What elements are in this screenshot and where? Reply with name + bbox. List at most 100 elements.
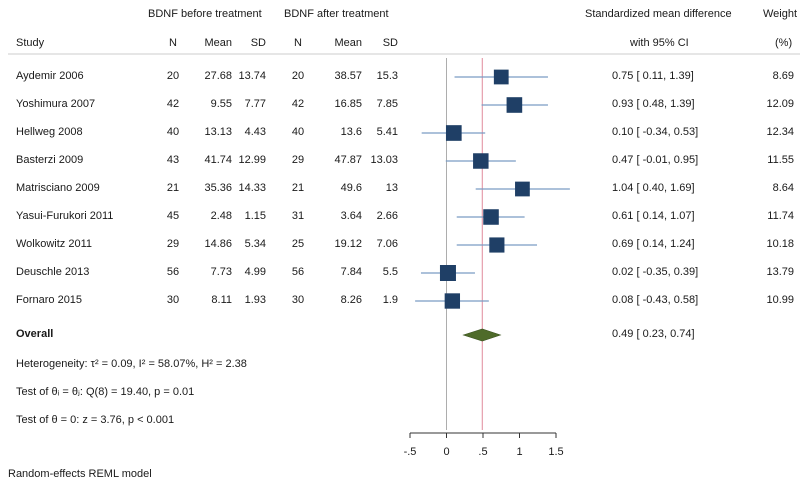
n-after: 20 [291, 70, 305, 82]
study-name: Deuschle 2013 [16, 266, 90, 278]
test-homogeneity-text: Test of θᵢ = θⱼ: Q(8) = 19.40, p = 0.01 [16, 386, 195, 398]
weight: 13.79 [766, 266, 794, 278]
sd-after: 13.03 [370, 154, 398, 166]
study-marker [473, 153, 489, 169]
study-name: Wolkowitz 2011 [16, 238, 93, 250]
header-sd-after: SD [382, 37, 398, 49]
mean-before: 7.73 [210, 266, 232, 278]
n-after: 29 [291, 154, 305, 166]
weight: 12.34 [766, 126, 794, 138]
mean-after: 47.87 [334, 154, 362, 166]
mean-before: 9.55 [210, 98, 232, 110]
sd-after: 15.3 [376, 70, 398, 82]
sd-after: 5.41 [376, 126, 398, 138]
sd-after: 7.85 [376, 98, 398, 110]
mean-after: 49.6 [340, 182, 362, 194]
mean-after: 13.6 [340, 126, 362, 138]
header-weight-line1: Weight [763, 8, 798, 20]
ci-text: 0.69 [ 0.14, 1.24] [612, 238, 695, 250]
sd-after: 1.9 [382, 294, 398, 306]
sd-before: 13.74 [238, 70, 266, 82]
overall-label: Overall [16, 328, 54, 340]
study-marker [439, 265, 456, 281]
n-before: 29 [166, 238, 180, 250]
mean-after: 8.26 [340, 294, 362, 306]
sd-before: 1.15 [244, 210, 266, 222]
x-tick-label: -.5 [403, 446, 417, 458]
study-marker [493, 69, 509, 85]
sd-after: 2.66 [376, 210, 398, 222]
mean-before: 2.48 [210, 210, 232, 222]
n-before: 30 [166, 294, 180, 306]
study-name: Yasui-Furukori 2011 [16, 210, 114, 222]
weight: 12.09 [766, 98, 794, 110]
ci-text: 0.93 [ 0.48, 1.39] [612, 98, 695, 110]
weight: 8.69 [772, 70, 794, 82]
n-before: 56 [166, 266, 180, 278]
n-before: 40 [166, 126, 180, 138]
mean-before: 35.36 [204, 182, 232, 194]
n-before: 45 [166, 210, 180, 222]
sd-after: 7.06 [376, 238, 398, 250]
header-smd-line2: with 95% CI [630, 37, 689, 49]
header-n-after: N [294, 37, 302, 49]
n-after: 31 [291, 210, 305, 222]
study-marker [506, 97, 523, 113]
study-marker [444, 293, 461, 309]
n-after: 40 [291, 126, 305, 138]
ci-text: 0.02 [ -0.35, 0.39] [612, 266, 699, 278]
n-after: 42 [291, 98, 305, 110]
study-name: Aydemir 2006 [16, 70, 84, 82]
mean-before: 27.68 [204, 70, 232, 82]
mean-after: 16.85 [334, 98, 362, 110]
mean-after: 19.12 [334, 238, 362, 250]
x-tick-label: 1.5 [548, 446, 564, 458]
mean-before: 8.11 [211, 294, 232, 306]
weight: 8.64 [772, 182, 794, 194]
sd-before: 14.33 [238, 182, 266, 194]
study-name: Basterzi 2009 [16, 154, 84, 166]
x-tick-label: .5 [478, 446, 488, 458]
study-name: Hellweg 2008 [16, 126, 83, 138]
mean-after: 38.57 [334, 70, 362, 82]
study-marker [445, 125, 462, 141]
ci-text: 0.47 [ -0.01, 0.95] [612, 154, 699, 166]
ci-text: 0.10 [ -0.34, 0.53] [612, 126, 699, 138]
study-marker [483, 209, 499, 225]
x-tick-label: 0 [443, 446, 450, 458]
sd-after: 5.5 [382, 266, 398, 278]
header-group-before: BDNF before treatment [148, 8, 262, 20]
sd-before: 1.93 [244, 294, 266, 306]
ci-text: 0.61 [ 0.14, 1.07] [612, 210, 695, 222]
mean-after: 3.64 [340, 210, 362, 222]
mean-before: 13.13 [204, 126, 232, 138]
study-name: Matrisciano 2009 [16, 182, 100, 194]
overall-diamond [462, 328, 502, 342]
n-after: 21 [291, 182, 305, 194]
sd-before: 4.99 [244, 266, 266, 278]
header-n-before: N [169, 37, 177, 49]
header-group-after: BDNF after treatment [284, 8, 389, 20]
n-after: 56 [291, 266, 305, 278]
mean-before: 41.74 [204, 154, 232, 166]
header-weight-line2: (%) [775, 37, 793, 49]
weight: 10.99 [766, 294, 794, 306]
footnote: Random-effects REML model [8, 468, 152, 480]
ci-text: 1.04 [ 0.40, 1.69] [612, 182, 695, 194]
header-smd-line1: Standardized mean difference [585, 8, 732, 20]
n-before: 20 [166, 70, 180, 82]
weight: 11.55 [767, 154, 794, 166]
weight: 11.74 [767, 210, 794, 222]
n-before: 43 [166, 154, 180, 166]
sd-before: 4.43 [244, 126, 266, 138]
sd-before: 12.99 [238, 154, 266, 166]
header-mean-before: Mean [204, 37, 232, 49]
n-after: 25 [291, 238, 305, 250]
n-after: 30 [291, 294, 305, 306]
x-tick-label: 1 [516, 446, 523, 458]
heterogeneity-text: Heterogeneity: τ² = 0.09, I² = 58.07%, H… [16, 358, 247, 370]
weight: 10.18 [766, 238, 794, 250]
sd-before: 7.77 [244, 98, 266, 110]
study-name: Yoshimura 2007 [16, 98, 96, 110]
